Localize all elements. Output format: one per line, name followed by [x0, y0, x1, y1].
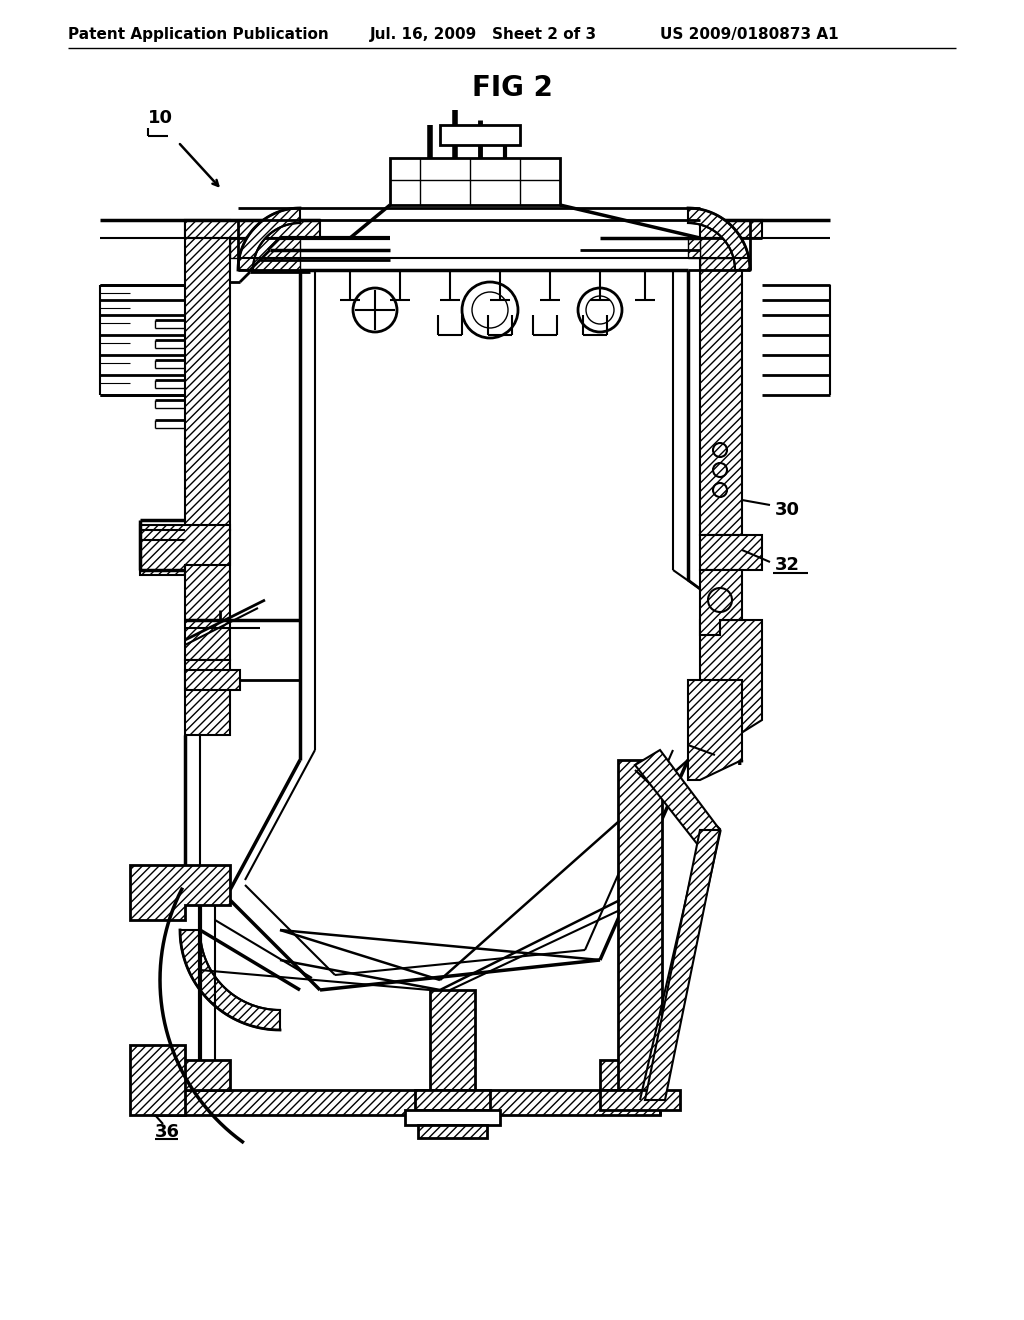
- Text: 32: 32: [775, 556, 800, 574]
- Polygon shape: [700, 570, 742, 635]
- Polygon shape: [185, 671, 240, 690]
- Polygon shape: [406, 1110, 500, 1125]
- Polygon shape: [230, 238, 300, 271]
- Polygon shape: [185, 220, 230, 531]
- Polygon shape: [238, 209, 300, 271]
- Text: US 2009/0180873 A1: US 2009/0180873 A1: [660, 28, 839, 42]
- Text: 10: 10: [148, 110, 173, 127]
- Polygon shape: [700, 535, 762, 570]
- Text: 34: 34: [720, 751, 745, 770]
- Polygon shape: [635, 750, 720, 845]
- Polygon shape: [600, 1060, 660, 1090]
- Polygon shape: [440, 125, 520, 145]
- Text: 30: 30: [775, 502, 800, 519]
- Polygon shape: [430, 990, 475, 1090]
- Polygon shape: [700, 220, 762, 238]
- Polygon shape: [130, 1045, 185, 1115]
- Polygon shape: [130, 865, 230, 920]
- Polygon shape: [700, 620, 762, 750]
- Polygon shape: [418, 1125, 487, 1138]
- Text: 36: 36: [155, 1123, 180, 1140]
- Polygon shape: [140, 525, 230, 576]
- Polygon shape: [415, 1090, 490, 1110]
- Polygon shape: [180, 931, 280, 1030]
- Polygon shape: [155, 1090, 660, 1115]
- Polygon shape: [155, 1060, 230, 1090]
- Polygon shape: [185, 531, 230, 660]
- Polygon shape: [185, 220, 319, 238]
- Polygon shape: [688, 209, 750, 271]
- Polygon shape: [688, 680, 742, 780]
- Polygon shape: [688, 238, 750, 271]
- Polygon shape: [700, 238, 742, 535]
- Polygon shape: [618, 760, 662, 1090]
- Polygon shape: [645, 830, 720, 1100]
- Text: Patent Application Publication: Patent Application Publication: [68, 28, 329, 42]
- Text: FIG 2: FIG 2: [472, 74, 552, 102]
- Polygon shape: [185, 660, 230, 735]
- Polygon shape: [390, 158, 560, 205]
- Polygon shape: [600, 1090, 680, 1110]
- Text: Jul. 16, 2009   Sheet 2 of 3: Jul. 16, 2009 Sheet 2 of 3: [370, 28, 597, 42]
